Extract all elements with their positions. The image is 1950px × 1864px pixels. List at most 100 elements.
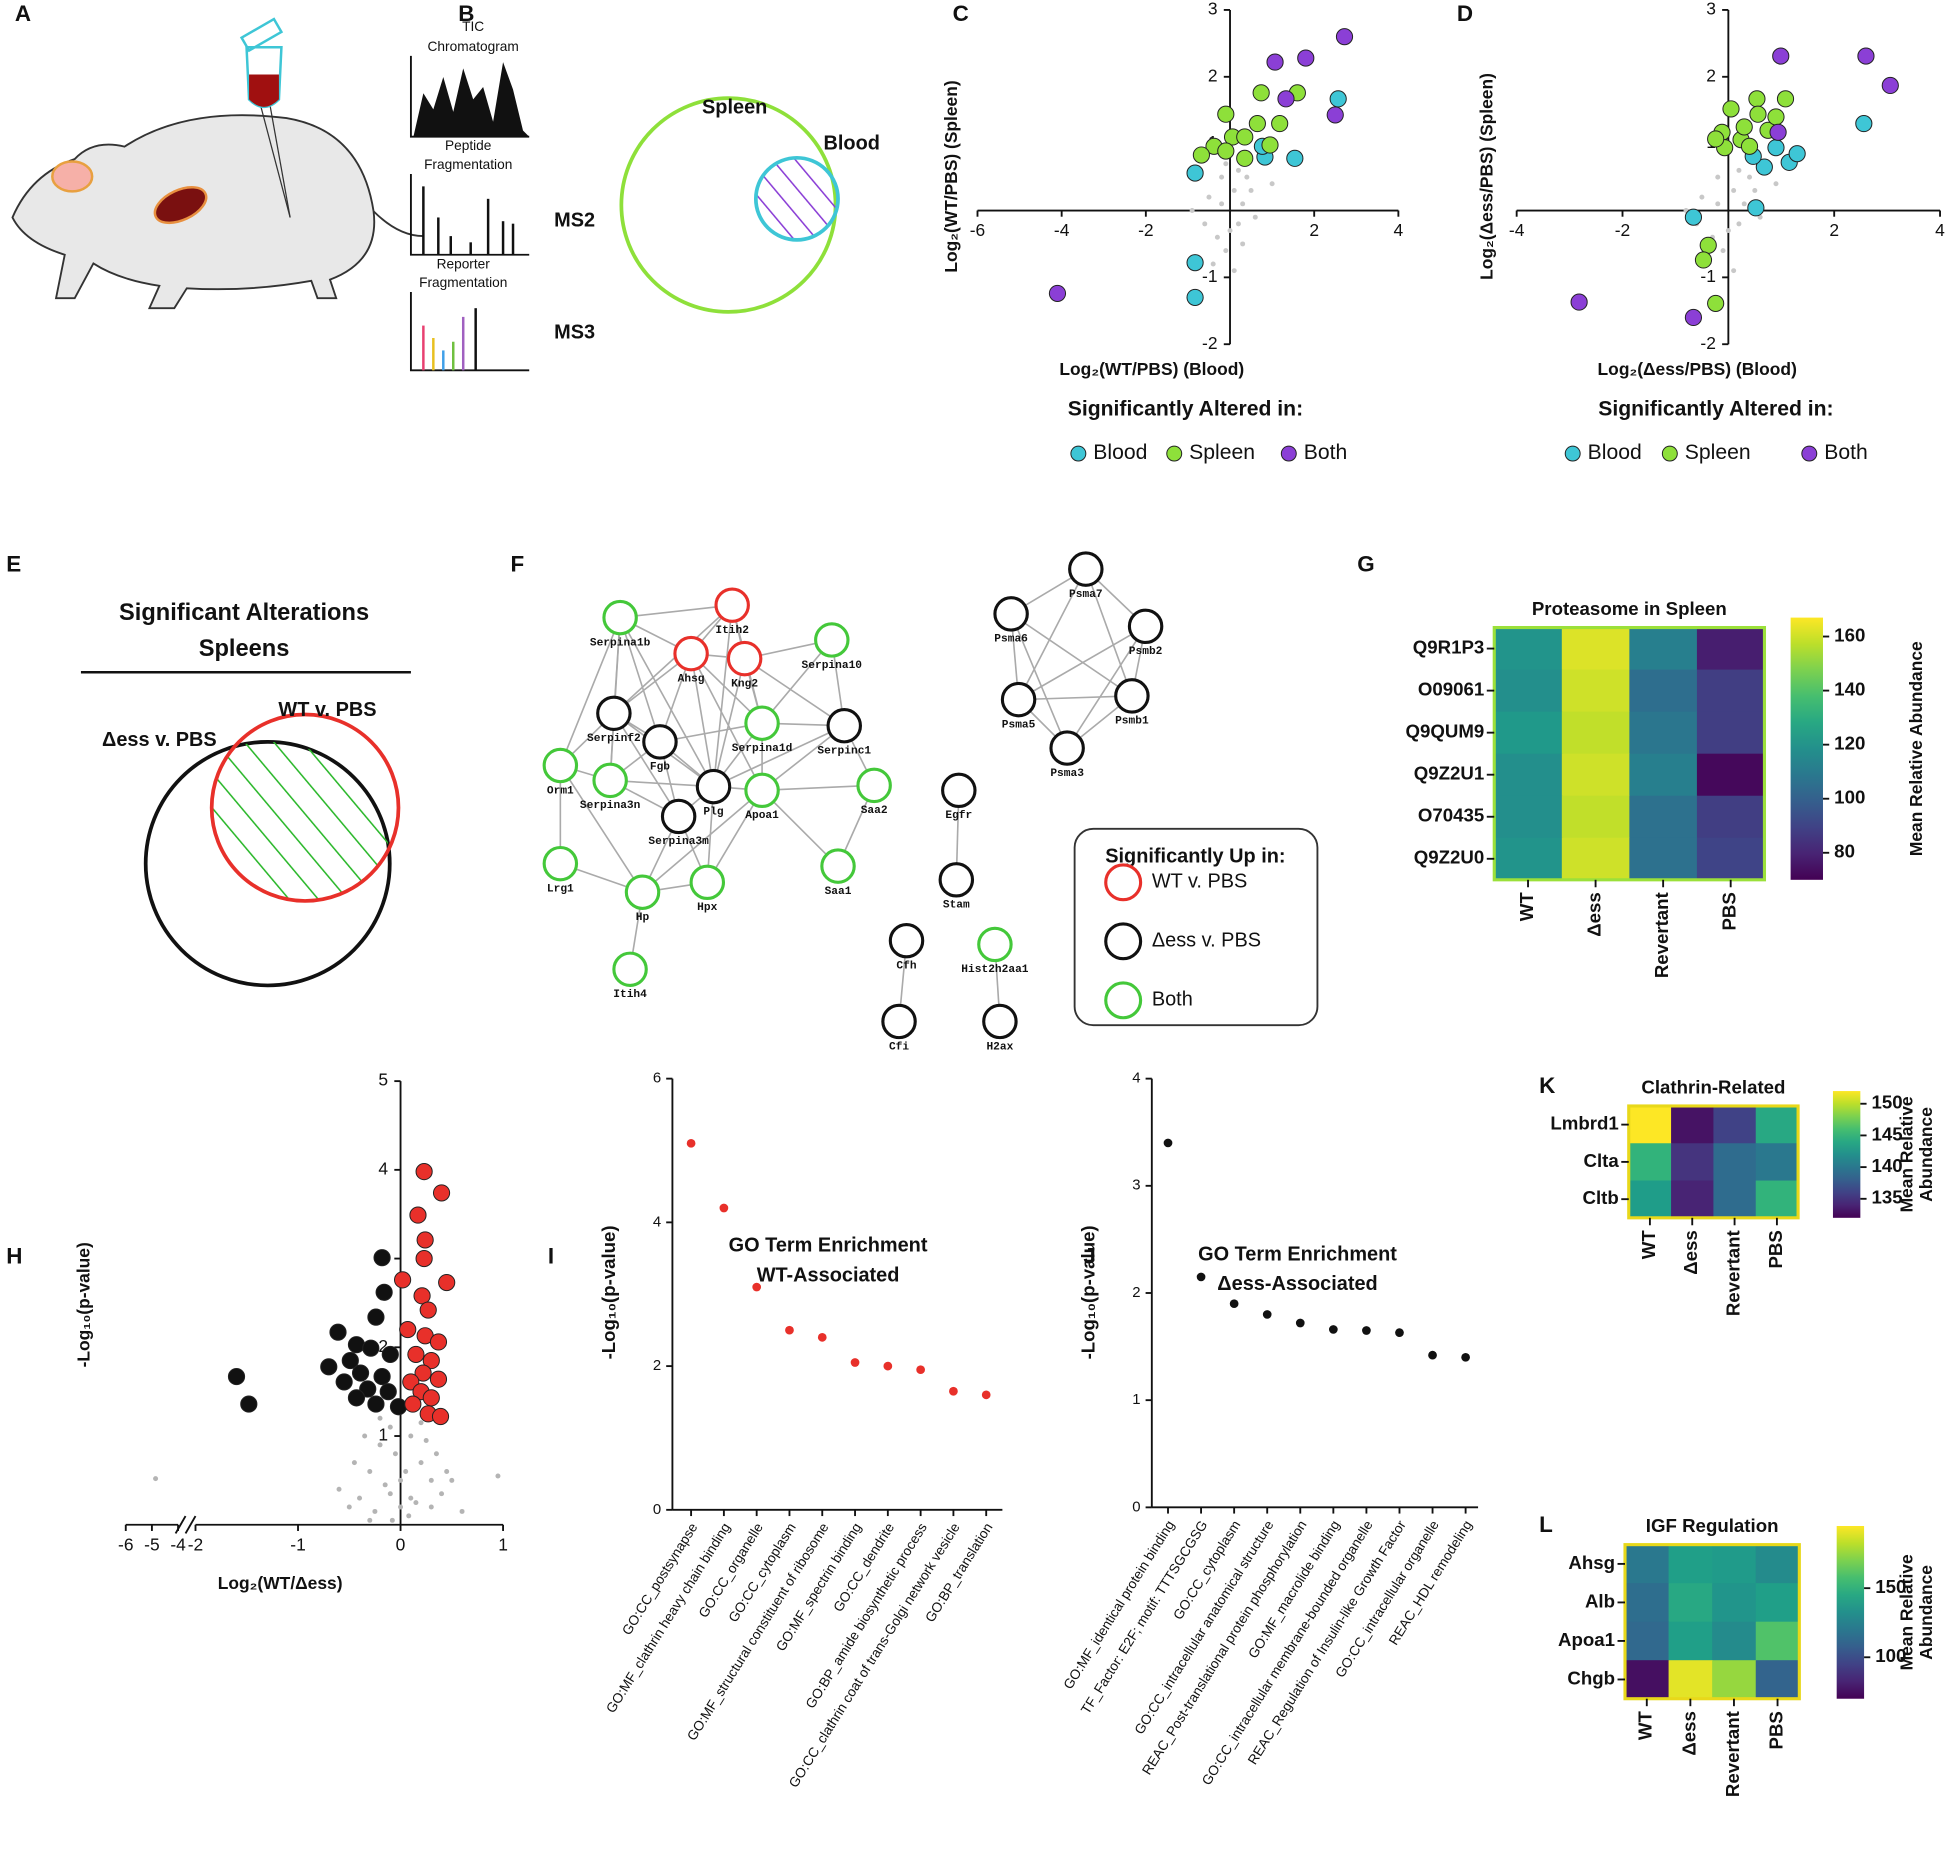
point — [1570, 293, 1588, 311]
colorbar — [1832, 1091, 1861, 1218]
heatmap-frame — [1492, 625, 1767, 882]
x-tick-label: -6 — [970, 220, 986, 240]
col-label: Δess — [1583, 892, 1604, 936]
point — [1202, 221, 1208, 227]
network-node — [726, 640, 763, 677]
row-label: Q9R1P3 — [1413, 637, 1485, 658]
node-label: Ahsg — [678, 673, 705, 685]
y-tick-label: 5 — [378, 1070, 388, 1090]
y-tick-label: -1 — [1202, 266, 1218, 286]
x-tick-label: 2 — [1829, 220, 1839, 240]
heatmap-cell — [1625, 1544, 1670, 1584]
y-tick-label: 2 — [1706, 65, 1716, 85]
heatmap-cell — [1755, 1180, 1799, 1219]
col-label: Δess — [1680, 1230, 1701, 1274]
network-node — [714, 587, 750, 623]
mouse-schematic — [11, 17, 530, 372]
point — [1248, 187, 1254, 193]
heatmap-cell — [1755, 1544, 1800, 1584]
point — [1752, 187, 1758, 193]
col-label: PBS — [1765, 1711, 1786, 1749]
heatmap-cell — [1712, 1583, 1757, 1623]
panel-letter: F — [511, 551, 525, 576]
network-node — [689, 864, 726, 901]
y-tick-label: 2 — [1132, 1284, 1140, 1301]
network-edge — [1018, 695, 1132, 701]
point — [377, 1415, 383, 1421]
point — [449, 1477, 455, 1483]
heatmap-title: IGF Regulation — [1646, 1515, 1779, 1536]
node-label: Itih4 — [613, 989, 647, 1001]
chart-title: Δess-Associated — [1217, 1273, 1377, 1295]
heatmap-cell — [1561, 795, 1630, 839]
point — [1699, 236, 1717, 254]
label: Fragmentation — [424, 157, 512, 172]
dot — [916, 1365, 925, 1375]
point — [1297, 49, 1315, 67]
network-node — [1068, 551, 1104, 587]
node-label: Serpinc1 — [817, 746, 871, 758]
point — [407, 1345, 425, 1363]
heatmap-cell — [1713, 1143, 1757, 1182]
network-edge — [613, 604, 733, 714]
network-node — [977, 926, 1013, 963]
network-node — [642, 724, 678, 760]
col-label: Δess — [1678, 1711, 1699, 1755]
point — [367, 1469, 373, 1475]
chart-title: GO Term Enrichment — [729, 1235, 928, 1257]
point — [336, 1486, 342, 1492]
heatmap-cell — [1668, 1583, 1713, 1623]
network-node — [624, 874, 661, 910]
network-edge — [713, 724, 845, 788]
heatmap-cell — [1696, 837, 1766, 881]
y-axis-label: -Log₁₀(p-value) — [73, 1242, 93, 1367]
network-node — [1114, 678, 1150, 714]
point — [1707, 130, 1725, 148]
heatmap-cell — [1696, 753, 1766, 797]
point — [1214, 234, 1220, 240]
y-tick-label: 2 — [1208, 65, 1218, 85]
point — [373, 1249, 391, 1267]
y-tick-label: -2 — [1700, 333, 1716, 353]
col-label: PBS — [1719, 892, 1740, 930]
heatmap-cell — [1668, 1660, 1713, 1700]
colorbar-tick-label: 140 — [1872, 1155, 1903, 1176]
point — [413, 1500, 419, 1506]
point — [320, 1358, 338, 1376]
x-tick-label: 2 — [1309, 220, 1319, 240]
node-label: Serpina1b — [590, 637, 651, 649]
colorbar-tick-label: 140 — [1834, 679, 1865, 700]
point — [357, 1495, 363, 1501]
point — [415, 1163, 433, 1181]
colorbar-tick-label: 145 — [1872, 1123, 1903, 1144]
point — [1206, 194, 1212, 200]
colorbar-tick-label: 120 — [1834, 733, 1865, 754]
colorbar-label: Abundance — [1916, 1107, 1936, 1202]
title: Spleens — [199, 636, 290, 662]
point — [362, 1433, 368, 1439]
point — [1235, 221, 1241, 227]
point — [359, 1380, 377, 1398]
point — [1266, 53, 1284, 71]
row-label: Q9Z2U1 — [1414, 763, 1485, 784]
point — [1776, 90, 1795, 108]
point — [1747, 199, 1765, 217]
network-edge — [559, 765, 644, 893]
network-edge — [559, 617, 621, 766]
point — [1720, 248, 1726, 254]
y-axis-label: -Log₁₀(p-value) — [598, 1225, 619, 1359]
heatmap-cell — [1713, 1180, 1757, 1219]
x-tick-label: 4 — [1394, 220, 1404, 240]
heatmap-cell — [1494, 669, 1563, 713]
x-axis-label: Log₂(WT/Δess) — [218, 1573, 343, 1593]
point — [329, 1323, 347, 1341]
label: Fragmentation — [419, 275, 507, 290]
legend-title: Significantly Altered in: — [1598, 398, 1833, 421]
panel-letter: G — [1357, 551, 1374, 576]
node-label: Egfr — [945, 810, 972, 822]
point — [444, 1469, 450, 1475]
point — [367, 1517, 373, 1523]
venn-label: Blood — [824, 132, 880, 154]
point — [392, 1451, 398, 1457]
